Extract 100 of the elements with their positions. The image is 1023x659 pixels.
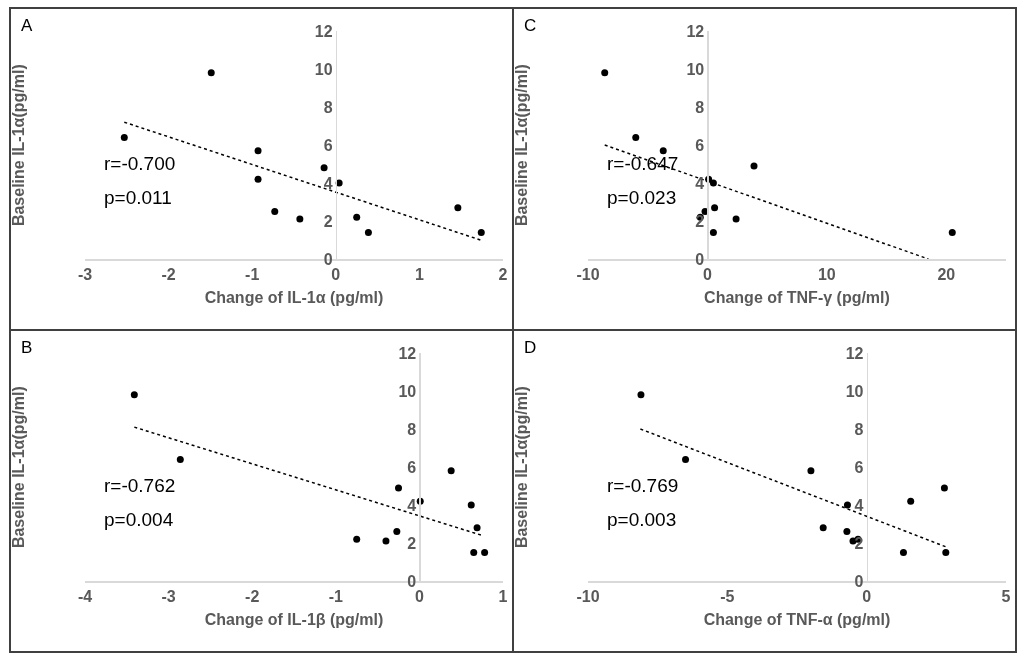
point [601,69,609,77]
point [948,228,956,236]
y-tick-label: 0 [323,250,333,268]
y-tick-label: 2 [323,212,333,230]
x-tick-label: -10 [576,265,600,283]
point [637,391,645,399]
point [447,467,455,475]
point [296,215,304,223]
point [843,528,851,536]
point [711,204,719,212]
chart-title: B [21,337,33,357]
annotation: p=0.004 [104,509,174,530]
y-tick-label: 4 [323,174,333,192]
point [382,537,390,545]
point [907,497,915,505]
y-tick-label: 8 [407,420,417,438]
point [470,549,478,556]
x-tick-label: 1 [414,265,424,283]
x-tick-label: -10 [576,587,600,605]
point [807,467,815,475]
point [481,549,489,556]
y-tick-label: 0 [695,250,705,268]
y-tick-label: 6 [407,458,417,476]
y-tick-label: 0 [854,572,864,590]
point [364,228,372,236]
x-tick-label: 5 [1001,587,1011,605]
x-axis-title: Change of IL-1α (pg/ml) [204,289,384,307]
x-tick-label: -1 [328,587,344,605]
chart-title: A [21,15,34,35]
y-tick-label: 10 [314,60,333,78]
annotation: p=0.003 [607,509,677,530]
y-axis-title: Baseline IL-1α(pg/ml) [10,386,28,549]
annotation: r=-0.769 [607,475,679,496]
point [353,535,361,543]
point [843,501,851,509]
point [393,528,401,536]
x-tick-label: 20 [937,265,956,283]
x-axis-title: Change of IL-1β (pg/ml) [204,611,384,629]
y-tick-label: 10 [398,382,417,400]
chart-title: C [524,15,537,35]
point [120,133,128,141]
x-tick-label: -3 [77,265,93,283]
y-axis-title: Baseline IL-1α(pg/ml) [513,64,531,227]
point [632,133,640,141]
x-tick-label: -3 [161,587,176,605]
chart-title: D [524,337,537,357]
point [207,69,215,77]
y-tick-label: 6 [854,458,864,476]
point [320,164,328,172]
point [477,228,485,236]
point [940,484,948,492]
point [467,501,475,509]
point [819,524,827,532]
y-tick-label: 6 [323,136,333,154]
x-tick-label: 10 [817,265,836,283]
annotation: p=0.011 [104,187,172,208]
x-tick-label: 1 [498,587,508,605]
y-tick-label: 2 [407,534,417,552]
point [176,455,184,463]
x-tick-label: -4 [77,587,93,605]
annotation: r=-0.647 [607,153,679,174]
y-tick-label: 12 [686,22,705,40]
point [130,391,138,399]
annotation: p=0.023 [607,187,677,208]
x-tick-label: -2 [161,265,176,283]
point [682,455,690,463]
point [659,147,667,155]
y-tick-label: 4 [695,174,705,192]
y-tick-label: 12 [314,22,333,40]
point [254,175,262,183]
point [395,484,402,492]
y-tick-label: 10 [845,382,864,400]
y-tick-label: 8 [854,420,864,438]
x-tick-label: -5 [720,587,735,605]
point [454,204,462,212]
point [353,213,361,221]
y-tick-label: 8 [323,98,333,116]
y-tick-label: 4 [854,496,864,514]
y-tick-label: 0 [407,572,417,590]
point [709,228,717,236]
x-tick-label: -1 [245,265,260,283]
point [473,524,481,532]
annotation: r=-0.700 [104,153,176,174]
y-tick-label: 12 [845,344,864,362]
y-tick-label: 4 [407,496,417,514]
y-tick-label: 6 [695,136,705,154]
point [750,162,758,170]
y-axis-title: Baseline IL-1α(pg/ml) [10,64,28,227]
y-tick-label: 10 [686,60,705,78]
y-axis-title: Baseline IL-1α(pg/ml) [513,386,531,549]
y-tick-label: 8 [695,98,705,116]
point [271,208,279,215]
x-tick-label: -2 [245,587,260,605]
point [732,215,740,223]
point [899,549,907,556]
annotation: r=-0.762 [104,475,176,496]
y-tick-label: 12 [398,344,417,362]
point [254,147,262,155]
x-tick-label: 2 [498,265,508,283]
x-axis-title: Change of TNF-α (pg/ml) [703,611,891,629]
